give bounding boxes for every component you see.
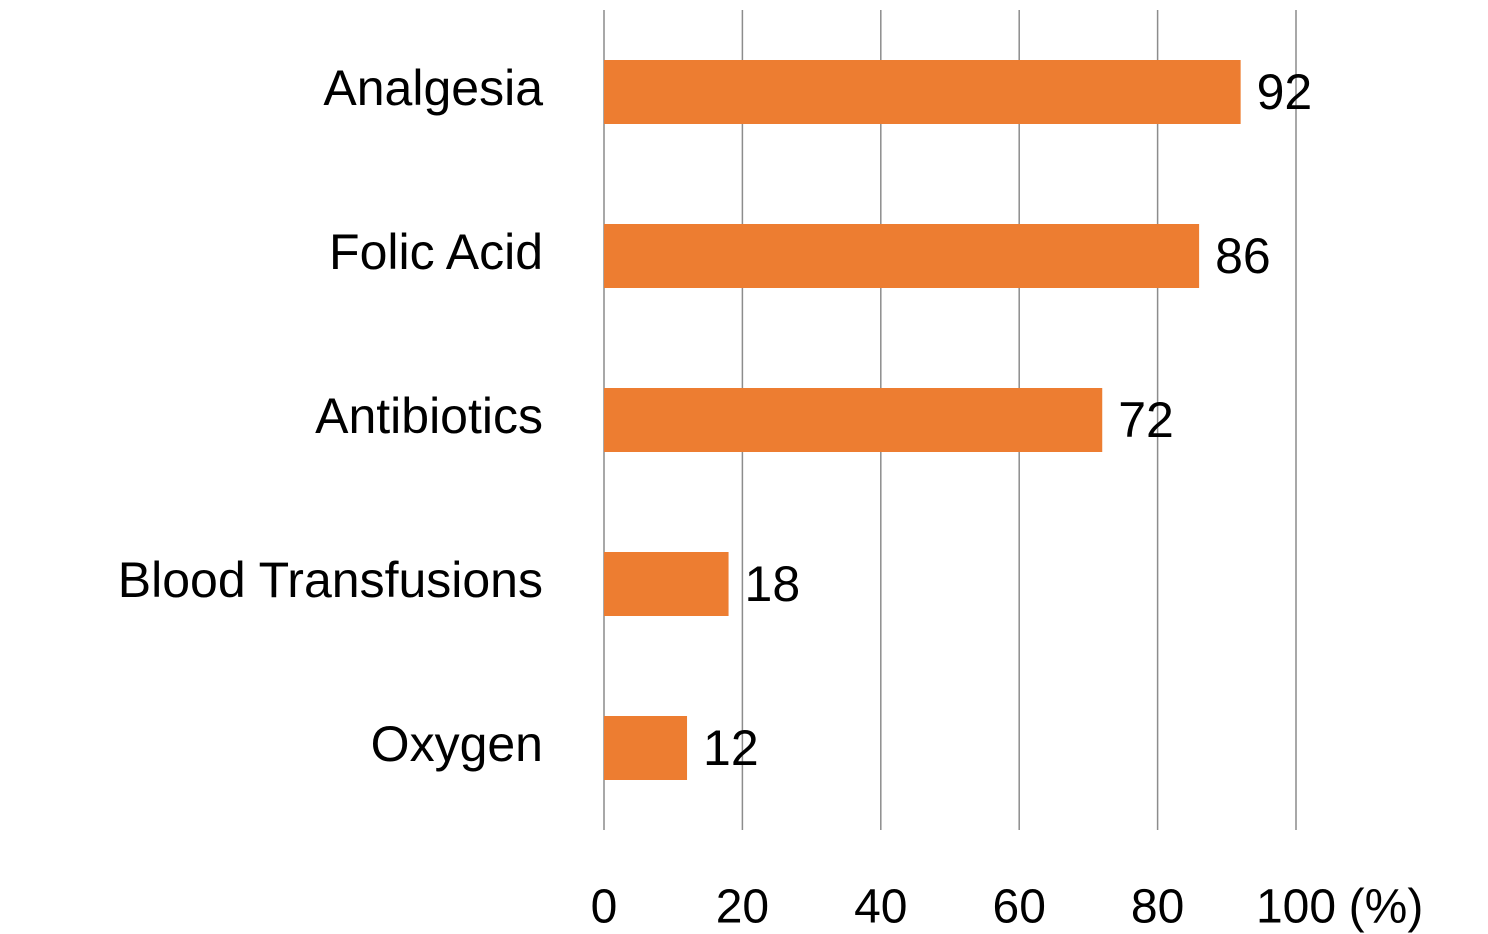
bar <box>604 388 1103 452</box>
x-tick-label: 100 <box>1256 881 1336 934</box>
bar <box>604 224 1200 288</box>
x-tick-label: 0 <box>591 881 618 934</box>
x-axis-label: (%) <box>1349 881 1424 934</box>
data-label: 12 <box>703 720 759 776</box>
y-tick-label: Folic Acid <box>329 224 543 280</box>
bar <box>604 716 688 780</box>
y-tick-label: Blood Transfusions <box>118 552 543 608</box>
y-tick-label: Antibiotics <box>315 388 543 444</box>
bar <box>604 60 1241 124</box>
data-label: 72 <box>1118 392 1174 448</box>
bar <box>604 552 729 616</box>
data-label: 86 <box>1215 228 1271 284</box>
y-tick-label: Analgesia <box>323 60 543 116</box>
x-tick-label: 80 <box>1131 881 1184 934</box>
x-tick-label: 40 <box>854 881 907 934</box>
x-tick-label: 60 <box>993 881 1046 934</box>
data-label: 18 <box>745 556 801 612</box>
x-tick-label: 20 <box>716 881 769 934</box>
y-tick-label: Oxygen <box>371 716 543 772</box>
data-label: 92 <box>1257 64 1313 120</box>
